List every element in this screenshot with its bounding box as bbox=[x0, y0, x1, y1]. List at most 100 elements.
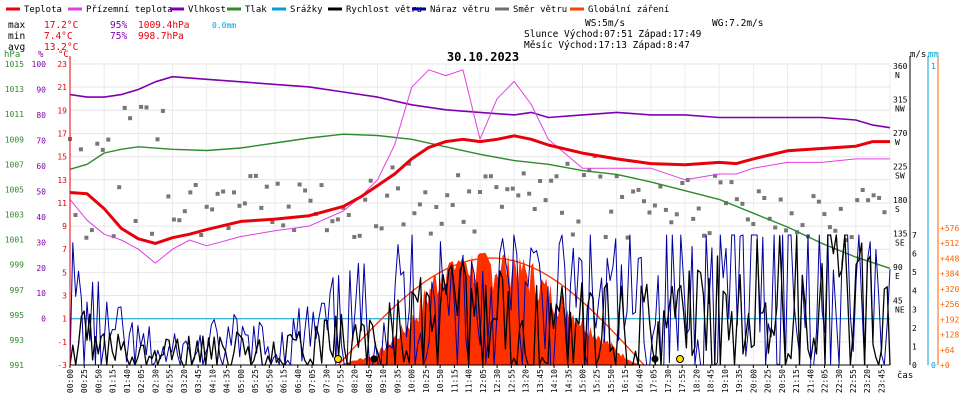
wind-direction-point bbox=[729, 180, 734, 185]
wind-direction-point bbox=[636, 187, 641, 192]
wind-direction-point bbox=[707, 231, 712, 236]
stats-max-temp: 17.2°C bbox=[44, 20, 78, 31]
wind-direction-point bbox=[319, 183, 324, 188]
info-sun: Slunce Východ:07:51 Západ:17:49 bbox=[524, 29, 702, 40]
wind-direction-point bbox=[751, 222, 756, 226]
x-tick-label: 15:25 bbox=[593, 369, 602, 393]
rain-tick-label: 0 bbox=[931, 361, 936, 370]
wind-direction-point bbox=[734, 197, 739, 202]
wind-speed-tick-label: 0 bbox=[912, 361, 917, 370]
wind-direction-point bbox=[882, 210, 887, 215]
temperature-tick-label: 17 bbox=[57, 129, 67, 138]
temperature-tick-label: -1 bbox=[57, 338, 67, 347]
wind-direction-point bbox=[702, 233, 707, 238]
wind-direction-point bbox=[871, 193, 876, 198]
chart-marks bbox=[68, 69, 891, 366]
wind-direction-point bbox=[226, 226, 231, 230]
info-wg: WG:7.2m/s bbox=[712, 18, 763, 29]
wind-direction-point bbox=[494, 185, 499, 190]
direction-tick-degree: 225 bbox=[893, 163, 908, 172]
wind-direction-point bbox=[155, 137, 160, 142]
wind-direction-point bbox=[685, 178, 690, 182]
wind-direction-point bbox=[800, 223, 805, 228]
wind-direction-point bbox=[838, 206, 843, 211]
wind-speed-tick-label: 2 bbox=[912, 324, 917, 333]
x-tick-label: 10:50 bbox=[436, 369, 445, 393]
direction-tick-degree: 45 bbox=[893, 297, 903, 306]
wind-direction-point bbox=[554, 174, 559, 179]
wind-direction-point bbox=[385, 193, 390, 198]
wind-direction-point bbox=[521, 171, 526, 176]
x-tick-label: 23:20 bbox=[863, 369, 872, 393]
radiation-tick-label: +512 bbox=[940, 239, 959, 248]
stats-block: max 17.2°C 95% 1009.4hPa 0.0mm min 7.4°C… bbox=[8, 20, 236, 53]
wind-direction-point bbox=[866, 198, 871, 203]
x-tick-label: 22:05 bbox=[821, 369, 830, 393]
wind-direction-point bbox=[357, 233, 362, 238]
x-axis-label: čas bbox=[897, 370, 913, 381]
info-moon: Měsíc Východ:17:13 Západ:8:47 bbox=[524, 40, 690, 51]
radiation-tick-label: +256 bbox=[940, 300, 959, 309]
wind-speed-tick-label: 5 bbox=[912, 268, 917, 277]
wind-direction-point bbox=[204, 204, 209, 209]
wind-direction-point bbox=[877, 195, 882, 200]
wind-direction-point bbox=[844, 238, 849, 242]
x-tick-label: 05:25 bbox=[251, 369, 260, 393]
x-tick-label: 17:05 bbox=[650, 369, 659, 393]
stats-max-press: 1009.4hPa bbox=[138, 20, 189, 31]
stats-avg-temp: 13.2°C bbox=[44, 42, 78, 53]
direction-tick-compass: NE bbox=[895, 306, 905, 315]
wind-direction-point bbox=[139, 104, 144, 109]
wind-direction-point bbox=[565, 161, 570, 166]
wind-direction-point bbox=[543, 198, 548, 203]
unit-wind: m/s bbox=[910, 50, 926, 60]
wind-direction-point bbox=[527, 191, 532, 196]
hpa-tick-label: 1013 bbox=[5, 85, 24, 94]
wind-direction-point bbox=[778, 197, 783, 202]
wind-direction-point bbox=[625, 235, 630, 240]
temperature-line bbox=[69, 134, 890, 245]
x-tick-label: 04:10 bbox=[208, 369, 217, 393]
wind-direction-point bbox=[505, 187, 510, 192]
wind-direction-point bbox=[330, 219, 335, 224]
wind-direction-point bbox=[106, 137, 111, 142]
wind-direction-point bbox=[570, 232, 575, 237]
hpa-tick-label: 1011 bbox=[5, 110, 24, 119]
wind-direction-point bbox=[658, 184, 663, 189]
radiation-tick-label: +192 bbox=[940, 315, 959, 324]
wind-direction-point bbox=[488, 174, 493, 179]
wind-direction-point bbox=[620, 195, 625, 199]
legend: Teplota Přízemní teplota Vlhkost Tlak Srážky… bbox=[6, 5, 669, 15]
temperature-tick-label: 9 bbox=[62, 222, 67, 231]
direction-tick-degree: 180 bbox=[893, 196, 908, 205]
humidity-tick-label: 80 bbox=[36, 111, 46, 120]
wind-speed-tick-label: 1 bbox=[912, 342, 917, 351]
legend-label: Globální záření bbox=[588, 5, 669, 15]
sunrise-icon bbox=[334, 355, 342, 363]
wind-direction-point bbox=[456, 173, 461, 178]
wind-direction-point bbox=[177, 218, 182, 223]
stats-rain: 0.0mm bbox=[212, 21, 236, 30]
wind-direction-point bbox=[696, 206, 701, 211]
x-tick-label: 23:45 bbox=[878, 369, 887, 393]
unit-rain: mm bbox=[928, 50, 939, 60]
wind-direction-point bbox=[740, 201, 745, 206]
hpa-tick-label: 997 bbox=[10, 286, 25, 295]
direction-tick-compass: W bbox=[895, 138, 900, 147]
wind-direction-point bbox=[849, 235, 854, 240]
x-tick-label: 12:05 bbox=[479, 369, 488, 393]
wind-direction-point bbox=[762, 196, 767, 200]
hpa-tick-label: 1003 bbox=[5, 211, 24, 220]
wind-direction-point bbox=[652, 203, 657, 208]
direction-tick-compass: SW bbox=[895, 172, 905, 181]
x-tick-label: 03:45 bbox=[194, 369, 203, 393]
pressure-line bbox=[69, 133, 891, 270]
wind-direction-point bbox=[745, 217, 750, 222]
wind-direction-point bbox=[472, 229, 477, 234]
stats-min-press: 998.7hPa bbox=[138, 31, 184, 42]
legend-label: Přízemní teplota bbox=[86, 5, 173, 15]
wind-direction-point bbox=[248, 174, 253, 179]
legend-label: Náraz větru bbox=[430, 5, 490, 15]
wind-direction-point bbox=[264, 184, 269, 189]
wind-direction-point bbox=[221, 189, 226, 194]
